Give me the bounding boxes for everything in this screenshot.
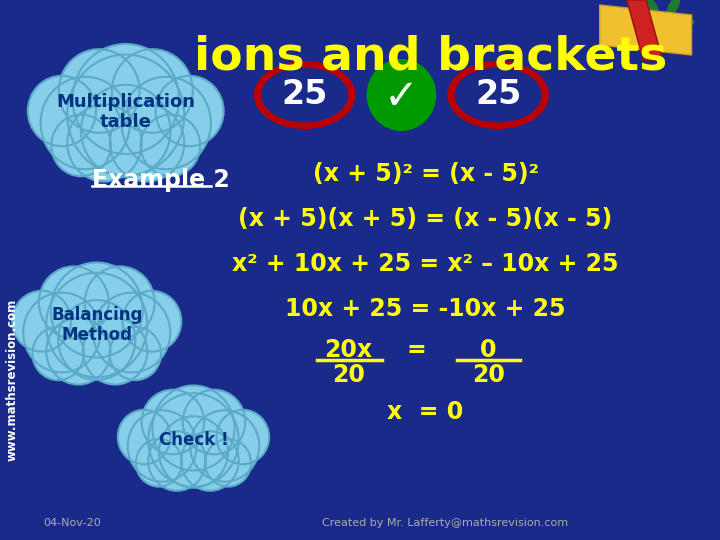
Ellipse shape — [631, 17, 652, 27]
Circle shape — [12, 291, 71, 352]
Circle shape — [122, 291, 181, 352]
Text: 0: 0 — [480, 338, 497, 362]
Text: Example 2: Example 2 — [92, 168, 230, 192]
Circle shape — [46, 318, 110, 384]
Text: (x + 5)(x + 5) = (x - 5)(x - 5): (x + 5)(x + 5) = (x - 5)(x - 5) — [238, 207, 613, 231]
Text: 20: 20 — [472, 363, 505, 387]
Circle shape — [23, 293, 100, 373]
Circle shape — [39, 266, 109, 339]
Ellipse shape — [447, 61, 549, 129]
Circle shape — [159, 416, 228, 488]
Circle shape — [156, 76, 224, 146]
Text: 04-Nov-20: 04-Nov-20 — [44, 518, 102, 528]
Text: x  = 0: x = 0 — [387, 400, 464, 424]
Circle shape — [118, 410, 171, 464]
Text: www.mathsrevision.com: www.mathsrevision.com — [6, 299, 19, 461]
Ellipse shape — [673, 17, 695, 27]
Circle shape — [127, 410, 197, 482]
Circle shape — [83, 318, 148, 384]
Circle shape — [181, 431, 238, 491]
Polygon shape — [627, 0, 662, 60]
Circle shape — [32, 327, 84, 380]
Circle shape — [153, 386, 235, 470]
Text: x² + 10x + 25 = x² – 10x + 25: x² + 10x + 25 = x² – 10x + 25 — [233, 252, 619, 276]
Circle shape — [112, 49, 193, 133]
Circle shape — [140, 114, 200, 176]
Circle shape — [85, 266, 155, 339]
Ellipse shape — [645, 0, 659, 16]
Circle shape — [28, 76, 96, 146]
Circle shape — [59, 49, 140, 133]
Text: 25: 25 — [475, 78, 521, 111]
Ellipse shape — [645, 28, 659, 48]
Ellipse shape — [254, 61, 356, 129]
Text: (x + 5)² = (x - 5)²: (x + 5)² = (x - 5)² — [312, 162, 539, 186]
Text: ✓: ✓ — [384, 76, 419, 118]
Text: Multiplication
table: Multiplication table — [56, 92, 195, 131]
Circle shape — [46, 273, 148, 377]
Circle shape — [136, 439, 182, 487]
Text: 10x + 25 = -10x + 25: 10x + 25 = -10x + 25 — [285, 297, 566, 321]
Circle shape — [217, 410, 269, 464]
Circle shape — [109, 105, 184, 181]
Polygon shape — [600, 5, 692, 55]
Circle shape — [93, 293, 170, 373]
Text: 25: 25 — [282, 78, 328, 111]
Ellipse shape — [454, 68, 541, 123]
Circle shape — [67, 105, 142, 181]
Text: ions and brackets: ions and brackets — [194, 35, 667, 80]
Circle shape — [109, 327, 161, 380]
Circle shape — [122, 77, 211, 169]
Circle shape — [190, 410, 259, 482]
Circle shape — [73, 44, 179, 154]
Circle shape — [51, 262, 143, 357]
Circle shape — [148, 393, 238, 487]
Ellipse shape — [667, 0, 680, 16]
Ellipse shape — [667, 28, 680, 48]
Ellipse shape — [261, 68, 348, 123]
Circle shape — [58, 300, 135, 380]
Circle shape — [183, 390, 246, 454]
Text: Check !: Check ! — [158, 431, 228, 449]
Text: =: = — [406, 338, 426, 362]
Circle shape — [142, 390, 204, 454]
Circle shape — [148, 431, 206, 491]
Circle shape — [40, 77, 130, 169]
Circle shape — [67, 55, 184, 176]
Circle shape — [51, 114, 111, 176]
Text: 20: 20 — [332, 363, 364, 387]
Circle shape — [366, 59, 436, 131]
Circle shape — [205, 439, 251, 487]
Text: 20x: 20x — [324, 338, 372, 362]
Text: Created by Mr. Lafferty@mathsrevision.com: Created by Mr. Lafferty@mathsrevision.co… — [322, 518, 568, 528]
Circle shape — [81, 85, 171, 177]
Text: Balancing
Method: Balancing Method — [51, 306, 143, 345]
